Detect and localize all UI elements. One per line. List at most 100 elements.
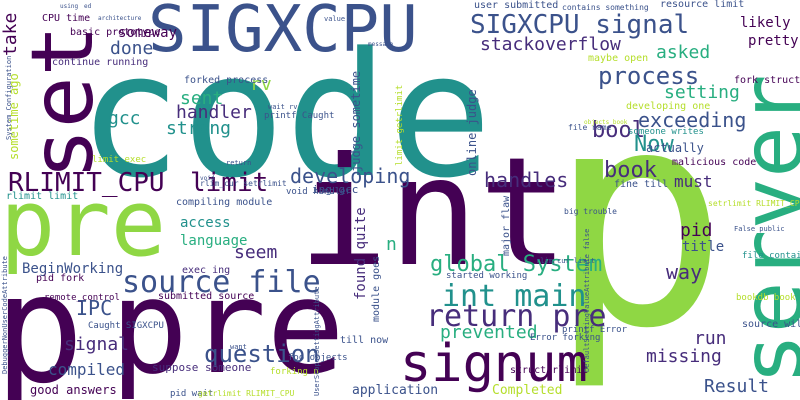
- word-submitted-source: submitted source: [158, 291, 255, 302]
- word-judge-sometime: judge sometime: [349, 70, 363, 172]
- word-actually: actually: [646, 141, 704, 155]
- word-p-big: p: [548, 45, 729, 394]
- word-good-answers: good answers: [30, 383, 117, 397]
- word-continue-running: continue running: [52, 57, 149, 68]
- word-maybe-open: maybe open: [588, 53, 649, 64]
- word-question: question: [204, 340, 320, 368]
- word-setting: setting: [664, 82, 740, 103]
- word-major-flaw: major flaw: [501, 195, 512, 256]
- word-big-trouble: big trouble: [564, 207, 617, 216]
- word-now: Now: [634, 132, 674, 157]
- word-suppose-someone: suppose someone: [152, 361, 252, 374]
- word-printf-error: printf Error: [562, 325, 628, 335]
- word-setrlimit-rlimit: setrlimit RLIMIT_CPU: [708, 199, 800, 208]
- word-module-goes: module goes: [371, 255, 382, 322]
- word-limit-exec: limit exec: [92, 155, 147, 165]
- word-limit-getrlimit: limit getrlimit: [395, 84, 405, 166]
- word-global-system: global System: [430, 252, 603, 277]
- word-architecture: architecture: [98, 15, 142, 22]
- word-developing-one: developing one: [626, 101, 711, 112]
- word-malicious-code: malicious code: [672, 157, 757, 168]
- word-access: access: [180, 215, 231, 231]
- word-signum: signum: [400, 334, 588, 394]
- word-sigxcpu-big: SIGXCPU: [148, 0, 418, 67]
- word-contains-something: contains something: [562, 3, 649, 12]
- word-fine-till: fine till: [614, 179, 669, 190]
- word-sent: sent: [180, 88, 224, 109]
- word-way: way: [666, 260, 703, 284]
- word-someone-writes: someone writes: [628, 127, 704, 137]
- word-caught-sigxcpu: Caught SIGXCPU: [88, 321, 164, 331]
- word-return: return: [226, 159, 252, 167]
- word-bookdb-book: bookdb book: [736, 293, 796, 303]
- word-default-setting: DefaultSettingValueAttribute false: [583, 228, 591, 372]
- word-file-contains: file contains: [742, 251, 800, 261]
- word-int: int: [298, 126, 569, 300]
- word-seem: seem: [234, 242, 278, 263]
- word-result: Result: [704, 376, 770, 397]
- word-someway: someway: [118, 25, 178, 41]
- word-file-name: file name: [568, 123, 612, 132]
- word-void: void: [200, 175, 215, 182]
- word-pre: pre: [110, 251, 345, 400]
- word-sigxcpu-signal: SIGXCPU signal: [470, 10, 690, 40]
- word-return-pre: return pre: [426, 299, 607, 334]
- word-user-submitted: user submitted: [474, 0, 559, 11]
- word-pretty: pretty: [748, 33, 799, 49]
- word-rlimit-cpu: RLIMIT_CPU: [8, 168, 165, 198]
- word-ed: ed: [84, 3, 92, 10]
- word-cpu-time: CPU time: [42, 13, 91, 24]
- word-stackoverflow: stackoverflow: [480, 34, 621, 55]
- word-strong: strong: [166, 118, 232, 139]
- word-process: process: [598, 62, 700, 90]
- word-rlim-cur-limit: rlim_cur limit: [536, 257, 596, 265]
- word-system-configuration: System Configuration: [5, 55, 13, 140]
- word-pid-wait: pid wait: [170, 389, 214, 399]
- word-compiling-module: compiling module: [176, 197, 273, 208]
- word-value: value: [324, 15, 346, 23]
- word-source-will: source will: [742, 319, 800, 330]
- word-rlim-cur-setrlimit: rlim_cur setrlimit: [200, 179, 287, 188]
- word-forking-n: forking n: [270, 367, 319, 377]
- word-started-working: started working: [446, 271, 528, 281]
- word-wait-rv: wait rv: [268, 103, 298, 111]
- word-handler: handler: [176, 102, 252, 123]
- word-getrlimit-rlimit: getrlimit RLIMIT_CPU: [198, 389, 295, 398]
- word-till-now: till now: [340, 335, 389, 346]
- word-run: run: [694, 328, 727, 349]
- word-gcc: gcc: [108, 108, 141, 129]
- word-pid: pid: [680, 220, 713, 241]
- word-developing: developing: [290, 164, 411, 188]
- word-ipc: IPC: [76, 296, 113, 320]
- word-n: n: [386, 234, 397, 255]
- word-want: want: [230, 343, 247, 351]
- word-application: application: [352, 383, 439, 398]
- word-exec-ing: exec ing: [182, 265, 231, 276]
- word-source-file: source file: [122, 265, 321, 300]
- word-handles: handles: [484, 168, 569, 192]
- word-must: must: [674, 172, 713, 191]
- word-fork-struct: fork struct: [734, 75, 800, 86]
- word-false-public: False public: [734, 225, 785, 233]
- word-struct-rlimit: struct rlimit: [510, 365, 589, 376]
- word-likely: likely: [740, 15, 791, 31]
- word-using: using: [60, 3, 79, 10]
- word-rlimit-limit: rlimit limit: [6, 191, 79, 202]
- word-asked: asked: [656, 42, 711, 63]
- word-basic-prototype: basic prototype: [70, 27, 161, 38]
- word-found-quite: found quite: [353, 207, 369, 300]
- word-compiled: compiled: [48, 360, 126, 379]
- word-resource-limit: resource limit: [660, 0, 745, 10]
- word-user-scoped: UserScopedSettingAttribute: [313, 286, 321, 396]
- word-foo-objects: foo objects: [288, 353, 348, 363]
- word-title: title: [682, 239, 725, 255]
- word-printf-caught: printf Caught: [264, 111, 335, 121]
- word-prevented: prevented: [440, 322, 538, 343]
- word-pid-fork: pid fork: [36, 273, 85, 284]
- word-p-small: p: [0, 243, 85, 400]
- word-book: book: [604, 158, 657, 183]
- word-language: language: [180, 233, 248, 249]
- word-exceeding: exceeding: [638, 108, 747, 132]
- word-objects-book: objects book: [584, 119, 628, 126]
